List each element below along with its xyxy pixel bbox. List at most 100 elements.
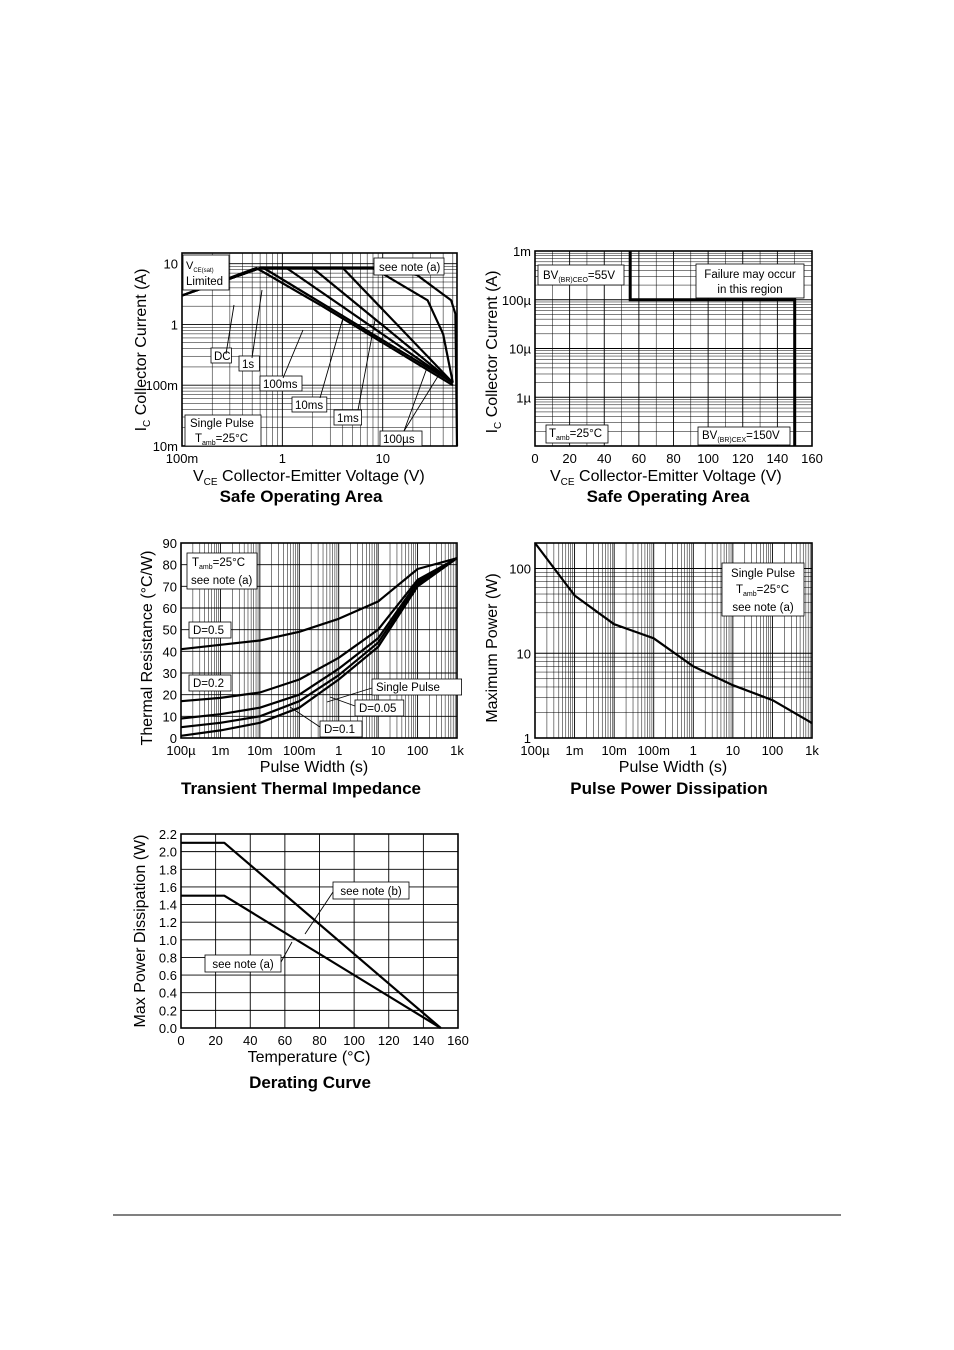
x-tick-label: 100	[762, 743, 784, 758]
tamb-box	[186, 552, 258, 590]
x-tick-label: 1k	[805, 743, 819, 758]
y-tick-label: 1.0	[159, 933, 177, 948]
chart-title: Pulse Power Dissipation	[570, 779, 767, 798]
y-tick-label: 1m	[513, 244, 531, 259]
x-tick-label: 1	[279, 451, 286, 466]
curve-label-box	[188, 674, 232, 692]
bv-ceo-box	[537, 264, 625, 286]
x-tick-label: 20	[208, 1033, 222, 1048]
tamb-label: Tamb=25°C	[195, 433, 248, 447]
leader-line	[329, 696, 356, 707]
x-tick-label: 1k	[450, 743, 464, 758]
note-a-box	[204, 954, 282, 973]
chart-title: Safe Operating Area	[587, 487, 750, 506]
x-axis-label: Temperature (°C)	[248, 1049, 371, 1066]
plot-frame	[180, 833, 459, 1029]
y-tick-label: 0.8	[159, 950, 177, 965]
y-tick-label: 10	[163, 709, 177, 724]
y-tick-label: 0.0	[159, 1021, 177, 1036]
series-line	[181, 894, 442, 1029]
series-line	[180, 557, 458, 703]
x-tick-label: 40	[243, 1033, 257, 1048]
y-tick-label: 1.4	[159, 898, 177, 913]
x-tick-label: 10m	[601, 743, 626, 758]
single-pulse-label: Single Pulse	[190, 418, 254, 430]
note-b-box	[332, 881, 410, 900]
curve-label: D=0.05	[359, 703, 396, 715]
chart-title: Derating Curve	[249, 1073, 371, 1092]
bv-ceo-label: BV(BR)CEO=55V	[543, 270, 615, 284]
y-tick-label: 0.2	[159, 1003, 177, 1018]
failure-boundary-line	[628, 251, 797, 446]
failure-label-1: Failure may occur	[704, 269, 796, 281]
y-tick-label: 100	[509, 562, 531, 577]
series-line	[180, 557, 458, 729]
curve-label: D=0.5	[193, 625, 224, 637]
leader-line	[326, 687, 373, 703]
note-label: see note (a)	[732, 602, 794, 614]
x-tick-label: 20	[562, 451, 576, 466]
grid	[180, 833, 459, 1029]
single-pulse-box	[721, 562, 805, 617]
curve-label-box	[259, 375, 303, 392]
curve-label-box	[371, 678, 462, 696]
y-tick-label: 40	[163, 644, 177, 659]
y-tick-label: 10µ	[509, 342, 531, 357]
y-tick-label: 1	[524, 731, 531, 746]
x-tick-label: 0	[177, 1033, 184, 1048]
leader-line	[289, 706, 321, 728]
y-tick-label: 1	[171, 317, 178, 332]
curve-label-box	[333, 409, 363, 426]
curve-label-box	[291, 396, 328, 413]
x-tick-label: 1	[690, 743, 697, 758]
leader-line	[225, 304, 235, 355]
y-tick-label: 10	[517, 646, 531, 661]
x-tick-label: 80	[312, 1033, 326, 1048]
leader-line	[304, 891, 334, 935]
leader-line	[282, 329, 304, 379]
x-tick-label: 160	[447, 1033, 469, 1048]
y-tick-label: 1.8	[159, 862, 177, 877]
x-axis-label: Pulse Width (s)	[260, 759, 368, 776]
leader-line	[403, 372, 441, 432]
soa-linear-chart: 0 20 40 60 80 100 120 140 160 1µ 10µ 100µ 1m BV(BR)CE…	[484, 244, 823, 506]
curve-label: 1ms	[337, 413, 359, 425]
ticks: 0 20 40 60 80 100 120 140 160 0.0 0.2 0.4 0.6 0.8 1.0 1…	[159, 827, 469, 1048]
plot-frame	[534, 250, 813, 447]
x-tick-label: 100µ	[166, 743, 196, 758]
x-tick-label: 120	[732, 451, 754, 466]
x-tick-label: 10	[371, 743, 385, 758]
chart-title: Safe Operating Area	[220, 487, 383, 506]
x-tick-label: 140	[413, 1033, 435, 1048]
series-group	[181, 841, 442, 1029]
curve-label-box	[188, 621, 232, 639]
y-axis-label: IC Collector Current (A)	[133, 269, 153, 432]
y-tick-label: 30	[163, 666, 177, 681]
note-a-label: see note (a)	[212, 959, 274, 971]
curve-label-box	[354, 699, 405, 717]
x-tick-label: 0	[531, 451, 538, 466]
x-tick-label: 100m	[166, 451, 199, 466]
y-tick-label: 70	[163, 579, 177, 594]
vce-sat-box	[182, 254, 230, 291]
y-tick-label: 0	[170, 731, 177, 746]
x-tick-label: 40	[597, 451, 611, 466]
leader-line	[280, 941, 293, 963]
series-line	[534, 542, 813, 725]
y-axis-label: Max Power Dissipation (W)	[132, 835, 149, 1028]
curve-label: 100µs	[383, 434, 415, 446]
ticks: 100µ 1m 10m 100m 1 10 100 1k 0 10 20 30 40 50 60 70 80 90	[163, 536, 465, 758]
y-tick-label: 2.0	[159, 845, 177, 860]
y-axis-label: Thermal Resistance (°C/W)	[139, 551, 156, 746]
x-tick-label: 60	[632, 451, 646, 466]
y-tick-label: 2.2	[159, 827, 177, 842]
x-tick-label: 10m	[247, 743, 272, 758]
curve-label-box	[319, 720, 363, 738]
y-axis-label: Maximum Power (W)	[484, 573, 501, 722]
x-tick-label: 120	[378, 1033, 400, 1048]
ticks: 100µ 1m 10m 100m 1 10 100 1k 1 10 100	[509, 562, 819, 758]
y-tick-label: 0.4	[159, 986, 177, 1001]
series-group	[534, 542, 813, 725]
